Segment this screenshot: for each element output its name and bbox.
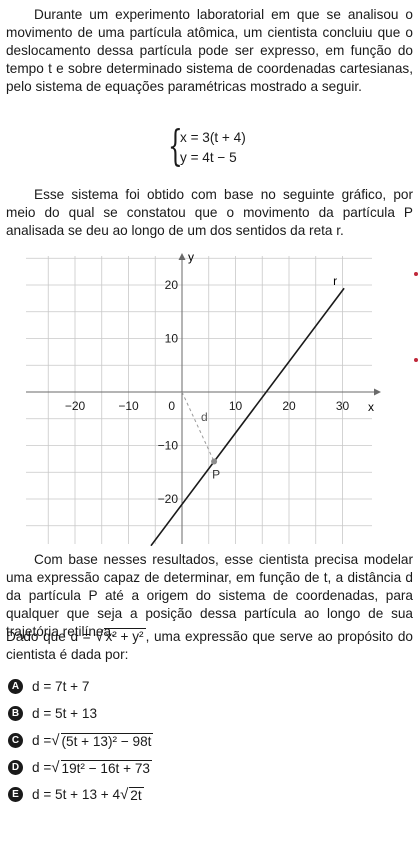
tick-labels: −20 −10 0 10 20 30 20 10 −10 −20 <box>65 278 350 506</box>
point-p <box>211 458 218 465</box>
y-axis-label: y <box>188 250 194 264</box>
option-radicand: 2t <box>129 786 144 803</box>
given-paragraph: Dado que d = √ x² + y², uma expressão que… <box>6 628 413 662</box>
option-radicand: (5t + 13)² − 98t <box>60 732 154 749</box>
option-lhs: d = 5t + 13 + 4 <box>32 787 121 802</box>
axes <box>26 253 381 544</box>
parametric-equations: { x = 3(t + 4) y = 4t − 5 <box>168 121 246 170</box>
x-tick-label: 20 <box>282 399 296 413</box>
option-letter-badge: C <box>8 733 23 748</box>
given-lhs: d = <box>70 629 96 644</box>
distance-segment <box>181 391 215 462</box>
y-tick-label: 20 <box>165 278 179 292</box>
equation-x: x = 3(t + 4) <box>180 130 246 145</box>
option-letter-badge: E <box>8 787 23 802</box>
option-radicand: 19t² − 16t + 73 <box>60 759 152 776</box>
margin-dot <box>414 358 418 362</box>
x-tick-label: 0 <box>168 399 175 413</box>
x-axis-label: x <box>368 400 374 414</box>
option-letter-badge: A <box>8 679 23 694</box>
brace-symbol: { <box>168 121 183 170</box>
y-tick-label: 10 <box>165 332 179 346</box>
option-lhs: d = <box>32 760 52 775</box>
distance-label: d <box>201 410 208 424</box>
graph-intro-paragraph: Esse sistema foi obtido com base no segu… <box>6 187 413 238</box>
option-lhs: d = 7t + 7 <box>32 679 90 694</box>
option-letter-badge: D <box>8 760 23 775</box>
grid-lines <box>26 256 372 544</box>
y-axis-arrow <box>178 253 186 260</box>
margin-dot <box>414 272 418 276</box>
given-radicand: x² + y² <box>104 628 146 644</box>
cartesian-graph: −20 −10 0 10 20 30 20 10 −10 −20 y x d r P <box>26 250 381 546</box>
x-axis-arrow <box>374 388 381 396</box>
intro-paragraph: Durante um experimento laboratorial em q… <box>6 7 413 94</box>
line-r-label: r <box>333 274 337 288</box>
y-tick-label: −10 <box>158 439 179 453</box>
point-p-label: P <box>212 468 220 482</box>
equation-y: y = 4t − 5 <box>180 150 237 165</box>
line-r <box>150 287 345 546</box>
given-after: , uma expressão que serve ao propósito d… <box>6 629 413 662</box>
given-before: Dado que <box>6 629 71 644</box>
x-tick-label: −20 <box>65 399 86 413</box>
y-tick-label: −20 <box>158 492 179 506</box>
x-tick-label: 30 <box>336 399 350 413</box>
question-paragraph: Com base nesses resultados, esse cientis… <box>6 552 413 639</box>
x-tick-label: −10 <box>118 399 139 413</box>
option-lhs: d = 5t + 13 <box>32 706 98 721</box>
x-tick-label: 10 <box>229 399 243 413</box>
option-lhs: d = <box>32 733 52 748</box>
option-letter-badge: B <box>8 706 23 721</box>
